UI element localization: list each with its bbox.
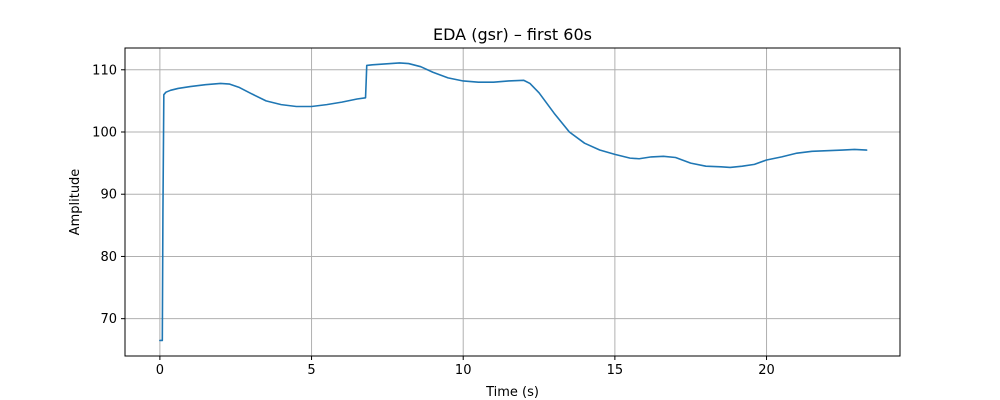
y-axis-ticks: 70 80 90 100 110 xyxy=(92,63,125,327)
series-layer xyxy=(159,62,868,342)
x-tick-label: 15 xyxy=(607,363,624,378)
grid xyxy=(125,48,900,356)
eda-series-line xyxy=(159,62,868,342)
x-tick-label: 5 xyxy=(307,363,315,378)
y-tick-label: 80 xyxy=(100,250,117,265)
y-tick-label: 70 xyxy=(100,312,117,327)
x-axis-ticks: 0 5 10 15 20 xyxy=(156,356,775,378)
plot-frame xyxy=(124,47,901,357)
x-tick-label: 20 xyxy=(758,363,775,378)
chart-title: EDA (gsr) – first 60s xyxy=(433,25,592,44)
y-tick-label: 90 xyxy=(100,188,117,203)
x-tick-label: 0 xyxy=(156,363,164,378)
y-axis-label: Amplitude xyxy=(68,169,83,236)
x-axis-label: Time (s) xyxy=(485,385,539,400)
x-tick-label: 10 xyxy=(455,363,472,378)
y-tick-label: 110 xyxy=(92,63,117,78)
y-tick-label: 100 xyxy=(92,126,117,141)
